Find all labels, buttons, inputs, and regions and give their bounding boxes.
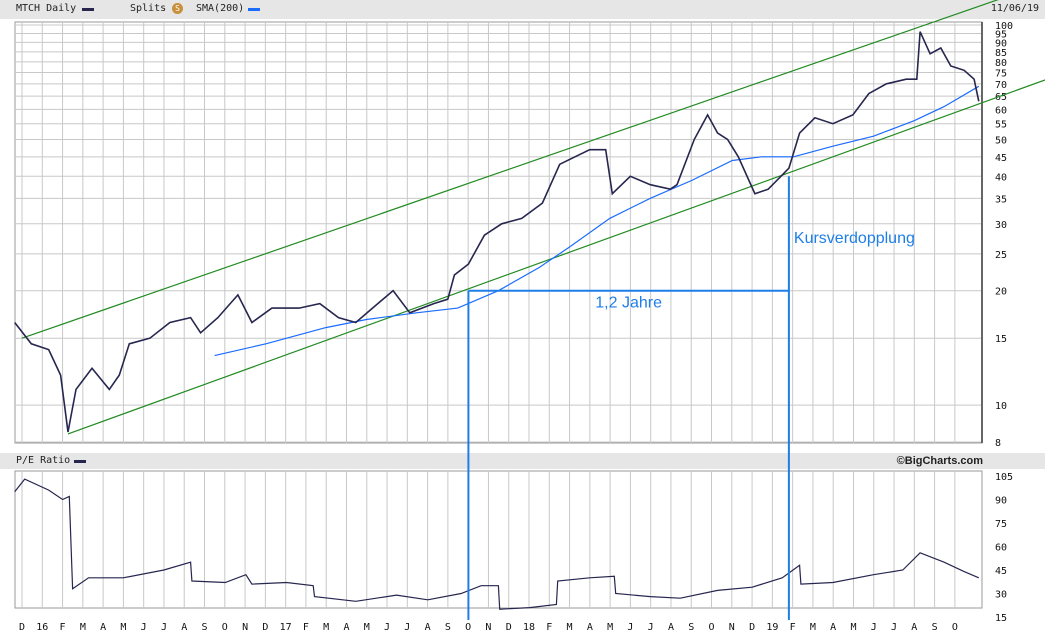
x-tick-label: N (485, 622, 491, 633)
x-tick-label: F (60, 622, 66, 633)
trend-channel-line (67, 79, 1045, 435)
x-tick-label: S (932, 622, 938, 633)
y-tick-label: 15 (995, 334, 1007, 345)
x-tick-label: M (120, 622, 126, 633)
y-tick-label: 20 (995, 287, 1007, 298)
x-tick-label: J (871, 622, 877, 633)
price-line (14, 31, 980, 433)
x-tick-label: F (303, 622, 309, 633)
y-tick-label: 85 (995, 48, 1007, 59)
pe-tick-label: 90 (995, 496, 1007, 507)
x-tick-label: A (668, 622, 674, 633)
price-legend-swatch (82, 8, 94, 11)
x-tick-label: M (810, 622, 816, 633)
doubling-annotation: Kursverdopplung (794, 230, 915, 247)
y-tick-label: 30 (995, 220, 1007, 231)
sma-legend-swatch (248, 8, 260, 11)
x-tick-label: S (688, 622, 694, 633)
y-tick-label: 100 (995, 21, 1013, 32)
x-tick-label: D (19, 622, 25, 633)
price-panel-header: MTCH Daily Splits S SMA(200) 11/06/19 (0, 0, 1045, 19)
x-tick-label: A (100, 622, 106, 633)
x-tick-label: J (404, 622, 410, 633)
x-tick-label: M (323, 622, 329, 633)
y-tick-label: 70 (995, 80, 1007, 91)
sma-label: SMA(200) (196, 3, 245, 14)
x-tick-label: N (242, 622, 248, 633)
y-tick-label: 35 (995, 194, 1007, 205)
splits-label: Splits (130, 3, 167, 14)
x-tick-label: M (850, 622, 856, 633)
x-tick-label: M (80, 622, 86, 633)
pe-label: P/E Ratio (16, 455, 71, 466)
x-tick-label: J (627, 622, 633, 633)
symbol-label: MTCH Daily (16, 3, 77, 14)
y-tick-label: 8 (995, 438, 1001, 449)
pe-panel-header: P/E Ratio ©BigCharts.com (0, 453, 1045, 469)
x-tick-label: J (141, 622, 147, 633)
pe-tick-label: 45 (995, 566, 1007, 577)
x-tick-label: A (181, 622, 187, 633)
y-tick-label: 80 (995, 58, 1007, 69)
x-tick-label: M (567, 622, 573, 633)
y-tick-label: 95 (995, 29, 1007, 40)
x-tick-label: A (587, 622, 593, 633)
x-tick-label: J (384, 622, 390, 633)
y-tick-label: 75 (995, 68, 1007, 79)
x-tick-label: A (830, 622, 836, 633)
x-tick-label: N (729, 622, 735, 633)
y-tick-label: 10 (995, 401, 1007, 412)
y-tick-label: 50 (995, 135, 1007, 146)
x-tick-label: O (222, 622, 228, 633)
sma-line (214, 85, 980, 357)
x-tick-label: F (546, 622, 552, 633)
y-tick-label: 45 (995, 153, 1007, 164)
y-tick-label: 60 (995, 105, 1007, 116)
pe-tick-label: 15 (995, 613, 1007, 624)
price-plot-area (14, 21, 983, 444)
x-tick-label: F (790, 622, 796, 633)
pe-tick-label: 60 (995, 543, 1007, 554)
x-tick-label: O (709, 622, 715, 633)
x-tick-label: 17 (280, 622, 292, 633)
x-tick-label: J (648, 622, 654, 633)
credit: ©BigCharts.com (896, 455, 983, 467)
x-tick-label: O (465, 622, 471, 633)
x-tick-label: O (952, 622, 958, 633)
x-tick-label: J (891, 622, 897, 633)
y-tick-label: 55 (995, 120, 1007, 131)
pe-line (14, 478, 980, 610)
x-tick-label: S (445, 622, 451, 633)
pe-legend-swatch (74, 460, 86, 463)
x-tick-label: 18 (523, 622, 535, 633)
chart-date: 11/06/19 (990, 3, 1039, 14)
duration-annotation: 1,2 Jahre (595, 295, 662, 312)
x-tick-label: D (506, 622, 512, 633)
pe-tick-label: 75 (995, 519, 1007, 530)
pe-tick-label: 105 (995, 472, 1013, 483)
splits-icon: S (172, 3, 183, 14)
x-tick-label: 16 (36, 622, 48, 633)
x-tick-label: A (425, 622, 431, 633)
y-tick-label: 40 (995, 172, 1007, 183)
x-tick-label: A (343, 622, 349, 633)
x-tick-label: D (262, 622, 268, 633)
x-tick-label: M (607, 622, 613, 633)
x-tick-label: J (161, 622, 167, 633)
x-tick-label: S (202, 622, 208, 633)
x-tick-label: 19 (766, 622, 778, 633)
pe-tick-label: 30 (995, 590, 1007, 601)
x-tick-label: M (364, 622, 370, 633)
y-tick-label: 90 (995, 38, 1007, 49)
x-tick-label: D (749, 622, 755, 633)
trend-channel-line (21, 0, 999, 339)
y-tick-label: 25 (995, 250, 1007, 261)
x-tick-label: A (911, 622, 917, 633)
y-tick-label: 65 (995, 92, 1007, 103)
